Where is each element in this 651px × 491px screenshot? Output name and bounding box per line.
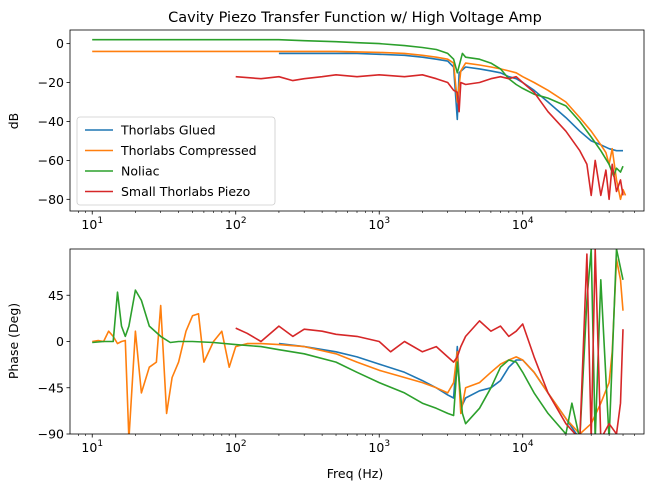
bottom-x-tick-label: 103: [368, 439, 390, 455]
bottom-x-tick-label: 102: [225, 439, 247, 455]
top-x-tick-exponent: 3: [384, 216, 390, 226]
bottom-x-tick-base: 10: [368, 440, 384, 455]
top-y-tick-label: −80: [38, 192, 64, 207]
top-x-tick-exponent: 1: [97, 216, 103, 226]
legend-label-3: Small Thorlabs Piezo: [121, 184, 250, 199]
bottom-x-tick-exponent: 2: [241, 439, 247, 449]
bottom-x-tick-exponent: 4: [528, 439, 534, 449]
top-x-tick-label: 104: [512, 216, 534, 232]
top-x-tick-base: 10: [368, 217, 384, 232]
top-series-line-0: [278, 52, 623, 152]
top-series-line-3: [235, 74, 624, 201]
top-x-tick-exponent: 2: [241, 216, 247, 226]
bottom-y-axis-label: Phase (Deg): [6, 303, 21, 379]
bottom-x-tick-base: 10: [225, 440, 241, 455]
top-x-tick-base: 10: [512, 217, 528, 232]
bottom-y-tick-label: −90: [38, 427, 64, 442]
bottom-y-tick-label: 0: [56, 334, 64, 349]
bottom-series-line-3: [235, 249, 624, 434]
top-y-tick-label: −40: [38, 114, 64, 129]
top-y-tick-label: −60: [38, 153, 64, 168]
top-series-line-2: [92, 38, 624, 177]
legend-label-1: Thorlabs Compressed: [120, 143, 257, 158]
top-lines: [92, 38, 627, 201]
bottom-y-tick-label: −45: [38, 380, 64, 395]
bottom-x-tick-label: 101: [81, 439, 103, 455]
chart-title: Cavity Piezo Transfer Function w/ High V…: [168, 10, 542, 26]
bottom-x-tick-exponent: 3: [384, 439, 390, 449]
bottom-series-line-2: [92, 249, 624, 434]
bottom-x-tick-base: 10: [512, 440, 528, 455]
top-x-tick-label: 102: [225, 216, 247, 232]
bottom-y-tick-label: 45: [48, 288, 64, 303]
top-y-tick-label: −20: [38, 75, 64, 90]
legend-label-0: Thorlabs Glued: [120, 123, 216, 138]
bottom-x-tick-exponent: 1: [97, 439, 103, 449]
legend-label-2: Noliac: [121, 164, 160, 179]
top-y-axis-label: dB: [6, 113, 21, 130]
bottom-lines: [92, 249, 624, 434]
bottom-x-tick-label: 104: [512, 439, 534, 455]
top-x-tick-label: 103: [368, 216, 390, 232]
top-x-tick-base: 10: [225, 217, 241, 232]
legend-box: [76, 116, 276, 206]
top-y-tick-label: 0: [56, 36, 64, 51]
top-x-tick-base: 10: [81, 217, 97, 232]
bottom-series-line-1: [92, 258, 624, 434]
top-x-tick-exponent: 4: [528, 216, 534, 226]
top-x-tick-label: 101: [81, 216, 103, 232]
top-series-line-1: [92, 50, 627, 201]
x-axis-label: Freq (Hz): [327, 466, 383, 481]
bottom-x-tick-base: 10: [81, 440, 97, 455]
